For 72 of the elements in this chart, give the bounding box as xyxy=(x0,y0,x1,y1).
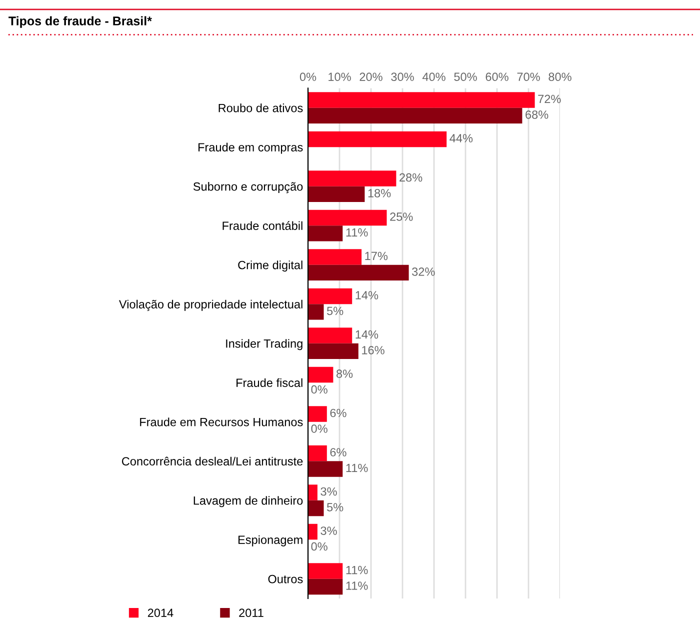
data-label: 3% xyxy=(320,526,337,535)
legend-label: 2011 xyxy=(239,608,264,618)
bar xyxy=(308,186,365,202)
y-tick-label: Fraude em Recursos Humanos xyxy=(140,418,303,426)
data-label: 28% xyxy=(400,173,422,182)
bar xyxy=(308,445,327,462)
y-tick-label: Outros xyxy=(268,574,303,584)
x-tick-label: 50% xyxy=(454,72,477,82)
data-label: 6% xyxy=(330,408,346,418)
data-label: 5% xyxy=(327,503,344,512)
bar xyxy=(308,343,358,360)
data-label: 11% xyxy=(346,582,368,590)
data-label: 17% xyxy=(365,252,388,260)
data-label: 18% xyxy=(368,188,391,198)
data-label: 44% xyxy=(450,134,473,142)
data-label: 0% xyxy=(311,385,328,394)
bar xyxy=(308,484,318,500)
x-tick-label: 30% xyxy=(391,72,414,82)
data-label: 6% xyxy=(330,448,346,456)
data-label: 11% xyxy=(346,228,368,237)
data-label: 11% xyxy=(346,464,368,472)
data-label: 3% xyxy=(320,487,337,496)
y-tick-label: Concorrência desleal/Lei antitruste xyxy=(122,456,303,466)
bar xyxy=(308,264,409,281)
bar xyxy=(308,108,522,124)
bar xyxy=(308,304,324,320)
bar xyxy=(308,328,352,344)
bar xyxy=(308,249,362,265)
bar xyxy=(308,226,343,242)
x-tick-label: 80% xyxy=(548,72,572,82)
y-tick-label: Fraude em compras xyxy=(198,142,303,154)
bar xyxy=(308,366,334,383)
data-label: 25% xyxy=(390,212,413,221)
data-label: 16% xyxy=(362,346,384,354)
bar xyxy=(308,406,327,422)
bar xyxy=(308,524,318,540)
data-label: 72% xyxy=(538,94,561,104)
data-label: 68% xyxy=(526,110,548,119)
x-tick-label: 40% xyxy=(422,72,446,82)
data-label: 0% xyxy=(311,424,328,433)
y-tick-label: Insider Trading xyxy=(226,339,302,350)
text: Tipos de fraude - Brasil* xyxy=(8,16,152,28)
y-tick-label: Crime digital xyxy=(238,260,302,272)
data-label: 8% xyxy=(336,370,353,378)
y-tick-label: Suborno e corrupção xyxy=(193,182,303,194)
bar xyxy=(308,563,343,579)
bar xyxy=(308,210,387,226)
y-tick-label: Fraude fiscal xyxy=(236,378,302,387)
legend-label: 2014 xyxy=(148,608,174,618)
data-label: 14% xyxy=(356,291,378,300)
bar xyxy=(308,578,343,595)
bar xyxy=(308,92,535,108)
bar xyxy=(308,288,352,304)
y-tick-label: Espionagem xyxy=(238,535,302,546)
bar xyxy=(308,500,324,516)
x-tick-label: 10% xyxy=(328,72,351,82)
data-label: 0% xyxy=(311,542,328,551)
data-label: 32% xyxy=(412,268,435,276)
x-tick-label: 0% xyxy=(300,72,316,82)
bar xyxy=(308,131,447,148)
x-tick-label: 60% xyxy=(486,72,508,82)
bar xyxy=(308,461,343,477)
data-label: 11% xyxy=(346,566,368,574)
x-tick-label: 70% xyxy=(517,72,540,82)
y-tick-label: Roubo de ativos xyxy=(218,104,303,112)
data-label: 5% xyxy=(327,306,344,316)
x-tick-label: 20% xyxy=(360,72,382,82)
y-tick-label: Violação de propriedade intelectual xyxy=(118,300,302,311)
bar xyxy=(308,170,396,186)
y-tick-label: Lavagem de dinheiro xyxy=(194,496,303,508)
y-tick-label: Fraude contábil xyxy=(222,221,302,230)
data-label: 14% xyxy=(356,330,378,339)
